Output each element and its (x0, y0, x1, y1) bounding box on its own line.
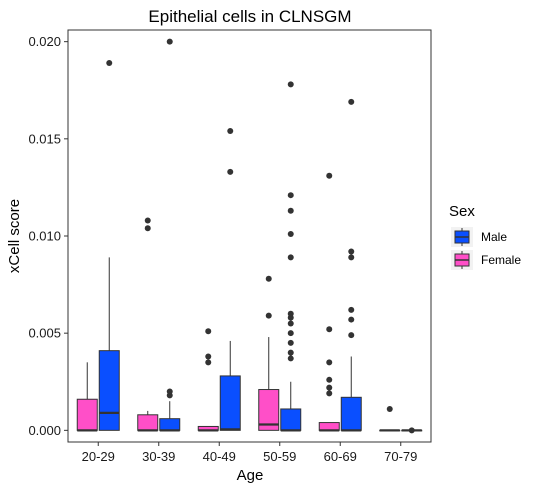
box-body (219, 375, 241, 431)
y-tick-label: 0.010 (28, 229, 61, 244)
x-axis: 20-29 30-39 40-49 50-59 60-69 70-79 (82, 442, 417, 464)
outlier-point (287, 349, 294, 356)
chart-title: Epithelial cells in CLNSGM (148, 7, 351, 26)
x-tick-label: 70-79 (384, 449, 417, 464)
outlier-point (144, 217, 151, 224)
outlier-point (144, 225, 151, 232)
y-tick-label: 0.020 (28, 34, 61, 49)
outlier-point (205, 353, 212, 360)
outlier-point (227, 168, 234, 175)
x-tick-label: 20-29 (82, 449, 115, 464)
plot-panel (67, 29, 432, 443)
outlier-point (287, 330, 294, 337)
y-axis-title: xCell score (6, 199, 23, 273)
x-tick-label: 60-69 (324, 449, 357, 464)
x-tick-label: 50-59 (263, 449, 296, 464)
female-box-20-29 (76, 362, 98, 432)
outlier-point (386, 405, 393, 412)
male-box-30-39 (159, 38, 181, 432)
male-box-50-59 (280, 81, 302, 432)
box-body (340, 396, 362, 431)
female-box-30-39 (137, 217, 159, 432)
y-tick-label: 0.005 (28, 326, 61, 341)
outlier-point (348, 98, 355, 105)
outlier-point (227, 128, 234, 135)
legend-item-female: Female (451, 250, 521, 270)
male-box-60-69 (340, 98, 362, 432)
outlier-point (287, 207, 294, 214)
box-body (258, 389, 280, 431)
outlier-point (287, 231, 294, 238)
outlier-point (205, 359, 212, 366)
outlier-point (265, 312, 272, 319)
box-body (76, 398, 98, 431)
outlier-point (348, 306, 355, 313)
y-tick-label: 0.000 (28, 423, 61, 438)
outlier-point (408, 427, 415, 434)
box-body (318, 422, 340, 431)
outlier-point (166, 388, 173, 395)
outlier-point (166, 38, 173, 45)
legend: Sex Male Female (449, 203, 521, 270)
y-axis: 0.000 0.005 0.010 0.015 0.020 (28, 34, 68, 438)
outlier-point (326, 390, 333, 397)
outlier-point (326, 326, 333, 333)
outlier-point (348, 248, 355, 255)
outlier-point (287, 81, 294, 88)
male-box-70-79 (401, 427, 423, 434)
female-box-50-59 (258, 275, 280, 431)
legend-label-male: Male (481, 230, 507, 244)
legend-title: Sex (449, 203, 475, 220)
box-body (137, 414, 159, 431)
box-body (159, 418, 181, 431)
box-body (280, 408, 302, 431)
outlier-point (287, 355, 294, 362)
outlier-point (106, 60, 113, 67)
y-tick-label: 0.015 (28, 131, 61, 146)
legend-item-male: Male (451, 227, 507, 247)
outlier-point (326, 376, 333, 383)
male-box-20-29 (98, 60, 120, 431)
outlier-point (287, 339, 294, 346)
outlier-point (348, 332, 355, 339)
outlier-point (348, 254, 355, 261)
outlier-point (287, 320, 294, 327)
outlier-point (348, 316, 355, 323)
outlier-point (287, 192, 294, 199)
x-tick-label: 30-39 (142, 449, 175, 464)
female-box-60-69 (318, 172, 340, 432)
legend-label-female: Female (481, 253, 521, 267)
male-box-40-49 (219, 128, 241, 431)
outlier-point (326, 172, 333, 179)
outlier-point (265, 275, 272, 282)
x-tick-label: 40-49 (203, 449, 236, 464)
female-box-40-49 (197, 328, 219, 432)
outlier-point (205, 328, 212, 335)
box-body (98, 350, 120, 431)
plot-marks (76, 38, 423, 434)
female-box-70-79 (379, 405, 401, 432)
outlier-point (326, 359, 333, 366)
outlier-point (287, 254, 294, 261)
outlier-point (287, 310, 294, 317)
outlier-point (326, 384, 333, 391)
x-axis-title: Age (237, 467, 264, 484)
